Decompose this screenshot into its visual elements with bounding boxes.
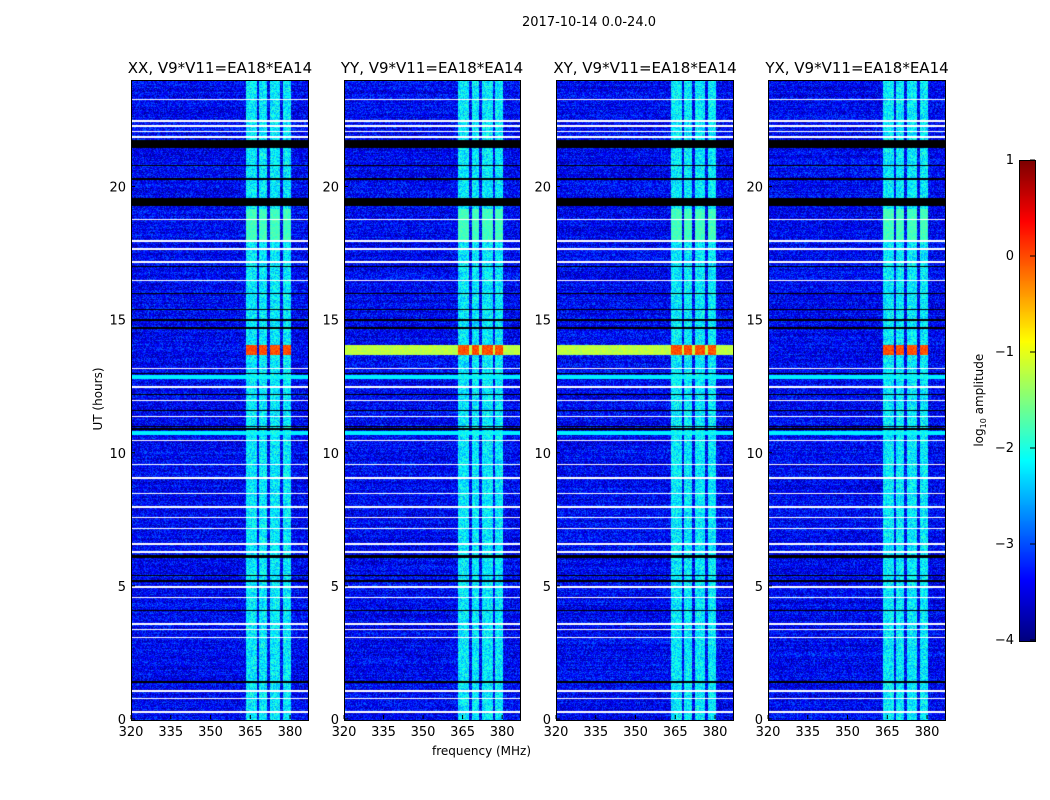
- y-tick-label: 5: [543, 580, 551, 595]
- y-tick-label: 10: [109, 447, 126, 462]
- x-tick-label: 320: [756, 725, 781, 740]
- x-tick-label: 335: [158, 725, 183, 740]
- x-tick-label: 335: [795, 725, 820, 740]
- colorbar-label-sub: 10: [979, 418, 989, 429]
- y-tick-label: 20: [109, 181, 126, 196]
- heatmap-xy: [556, 80, 734, 721]
- panel-title-yx: YX, V9*V11=EA18*EA14: [765, 59, 949, 77]
- heatmap-yy: [344, 80, 521, 721]
- heatmap-xx: [131, 80, 309, 721]
- y-tick-label: 10: [534, 447, 551, 462]
- colorbar-label: log10 amplitude: [972, 345, 988, 455]
- y-tick-label: 0: [755, 713, 763, 728]
- heatmap-yx: [768, 80, 946, 721]
- y-tick-label: 20: [746, 181, 763, 196]
- x-tick-label: 350: [835, 725, 860, 740]
- panel-title-xy: XY, V9*V11=EA18*EA14: [553, 59, 737, 77]
- x-tick-label: 365: [238, 725, 263, 740]
- colorbar: [1019, 160, 1036, 642]
- y-tick-label: 15: [109, 314, 126, 329]
- x-tick-label: 335: [371, 725, 396, 740]
- y-axis-label: UT (hours): [91, 367, 105, 431]
- y-tick-label: 20: [322, 181, 339, 196]
- x-axis-label: frequency (MHz): [432, 744, 532, 758]
- panel-title-yy: YY, V9*V11=EA18*EA14: [340, 59, 524, 77]
- colorbar-tick-label: −4: [995, 633, 1014, 648]
- x-tick-label: 320: [119, 725, 144, 740]
- colorbar-tick-label: 0: [1006, 249, 1014, 264]
- x-tick-label: 350: [198, 725, 223, 740]
- x-tick-label: 350: [411, 725, 436, 740]
- y-tick-label: 5: [755, 580, 763, 595]
- colorbar-tick-label: 1: [1006, 153, 1014, 168]
- y-tick-label: 10: [322, 447, 339, 462]
- y-tick-label: 20: [534, 181, 551, 196]
- y-tick-label: 5: [118, 580, 126, 595]
- colorbar-tick-label: −1: [995, 345, 1014, 360]
- x-tick-label: 365: [450, 725, 475, 740]
- x-tick-label: 350: [623, 725, 648, 740]
- x-tick-label: 365: [663, 725, 688, 740]
- colorbar-label-tail: amplitude: [971, 353, 986, 419]
- colorbar-tick-label: −3: [995, 537, 1014, 552]
- x-tick-label: 380: [490, 725, 515, 740]
- x-tick-label: 380: [915, 725, 940, 740]
- y-tick-label: 10: [746, 447, 763, 462]
- colorbar-label-main: log: [971, 428, 986, 447]
- y-tick-label: 15: [322, 314, 339, 329]
- y-tick-label: 5: [331, 580, 339, 595]
- y-tick-label: 0: [331, 713, 339, 728]
- x-tick-label: 365: [875, 725, 900, 740]
- y-tick-label: 15: [534, 314, 551, 329]
- y-tick-label: 0: [543, 713, 551, 728]
- figure-title: 2017-10-14 0.0-24.0: [522, 15, 656, 30]
- x-tick-label: 380: [703, 725, 728, 740]
- x-tick-label: 335: [583, 725, 608, 740]
- y-tick-label: 0: [118, 713, 126, 728]
- x-tick-label: 320: [332, 725, 357, 740]
- y-tick-label: 15: [746, 314, 763, 329]
- x-tick-label: 320: [544, 725, 569, 740]
- panel-title-xx: XX, V9*V11=EA18*EA14: [127, 59, 313, 77]
- x-tick-label: 380: [278, 725, 303, 740]
- colorbar-tick-label: −2: [995, 441, 1014, 456]
